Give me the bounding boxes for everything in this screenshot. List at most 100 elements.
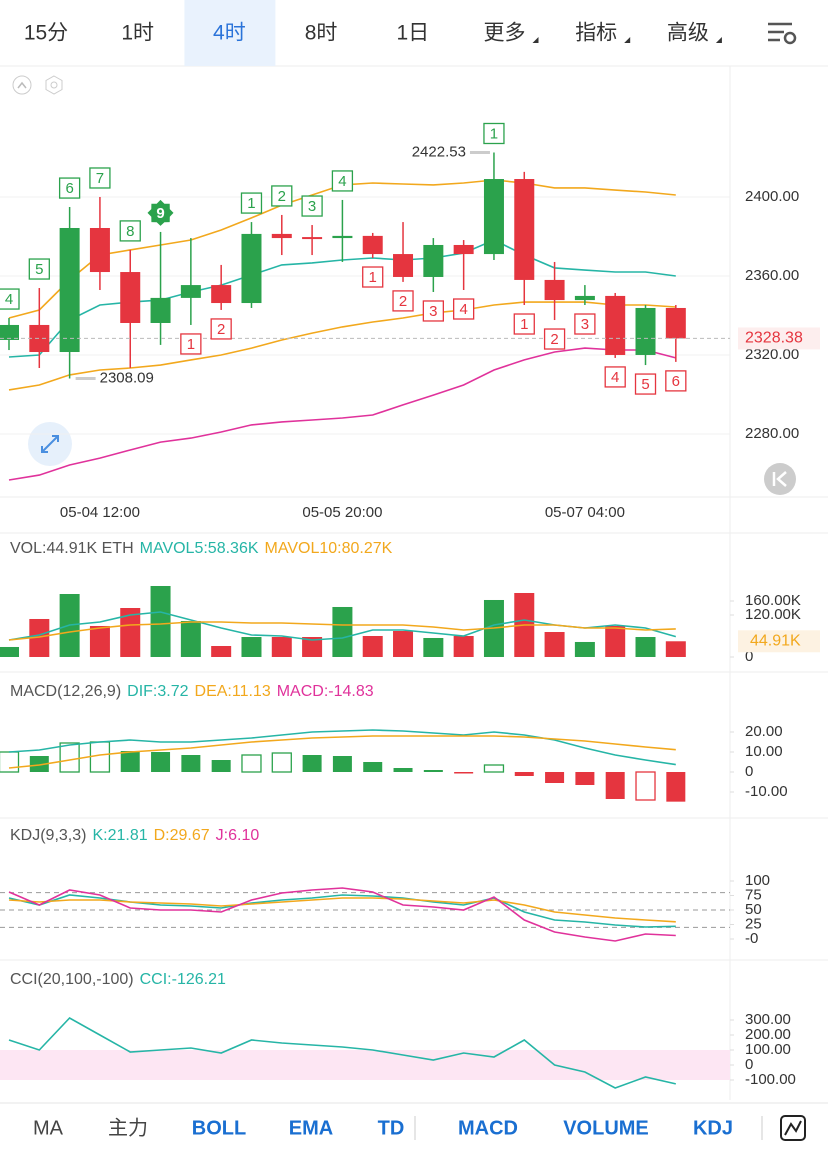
td-box [543,328,566,350]
tab[interactable]: 8时 [305,22,338,45]
indicator-tab[interactable]: 主力 [108,1116,148,1139]
indicator-line [8,1016,676,1089]
td-box [301,195,323,217]
tab[interactable]: 高级 [667,22,709,45]
reset-button[interactable] [764,463,796,495]
candle-body [180,285,201,298]
td-box [331,170,354,192]
td-box [28,258,50,280]
indicator-legend: KDJ(9,3,3) K:21.81 D:29.67 J:6.10 [10,827,259,844]
td-box [0,288,20,310]
indicator-line [8,887,676,942]
indicator-line [8,735,676,769]
indicator-tab[interactable]: MA [33,1117,64,1139]
td-count: 3 [429,303,437,320]
y-tick-label: 100 [745,872,770,889]
extreme-label: 2422.53 [412,143,466,160]
dropdown-caret [532,37,539,43]
td-box [574,313,596,335]
macd-bar [454,772,474,774]
legend-entry: J:6.10 [216,827,260,844]
candle-body [362,235,383,255]
td-count: 7 [96,170,104,187]
indicator-tab[interactable]: BOLL [192,1117,246,1139]
tab[interactable]: 4时 [213,22,246,45]
indicator-line [8,729,676,766]
candle-body [574,295,595,301]
volume-bar [635,637,656,657]
macd-bar [666,772,686,802]
volume-bar [0,646,19,657]
volume-bar [120,608,141,657]
td-count: 5 [641,376,649,393]
candle-body [120,272,141,323]
tab[interactable]: 1日 [396,22,429,45]
y-tick-label: 2320.00 [745,346,799,363]
indicator-line [8,301,676,391]
td-count: 6 [65,180,73,197]
cci-band [0,1050,730,1081]
candle-body [150,297,171,323]
volume-bar [332,606,353,657]
indicator-tab[interactable]: MACD [458,1117,518,1139]
indicator-line [8,621,676,641]
y-tick-label: 0 [745,648,753,665]
volume-bar [89,625,110,657]
tab[interactable]: 15分 [24,22,68,45]
settings-hex[interactable] [45,75,63,95]
settings-hex-dot [50,81,58,89]
volume-bar [180,620,201,657]
volume-bar [393,630,414,657]
macd-bar [302,755,322,772]
indicator-tab[interactable]: EMA [289,1117,333,1139]
last-volume-label: 44.91K [750,632,801,649]
last-price-label: 2328.38 [745,330,803,347]
td-count: 4 [459,301,467,318]
collapse-icon[interactable] [12,75,32,95]
volume-bar [302,637,323,657]
macd-bar [393,768,413,772]
td-count: 9 [156,205,164,222]
tab[interactable]: 指标 [575,22,617,45]
td-count: 1 [247,195,255,212]
indicator-tab[interactable]: KDJ [693,1117,733,1139]
legend-entry: KDJ(9,3,3) [10,827,86,844]
y-tick-label: 300.00 [745,1011,791,1028]
volume-bar [665,641,686,657]
draw-tool-icon[interactable] [780,1115,806,1141]
macd-bar [575,772,595,785]
y-tick-label: 0 [745,1056,753,1073]
indicator-legend: CCI(20,100,-100) CCI:-126.21 [10,971,226,988]
macd-bar [59,742,80,773]
y-tick-label: 2280.00 [745,425,799,442]
tab[interactable]: 1时 [121,22,154,45]
tab[interactable]: 更多 [484,22,526,45]
volume-bar [362,635,383,657]
y-tick-label: 120.00K [745,606,801,623]
td-box [452,298,475,320]
td-box [665,370,687,392]
td-count: 3 [308,198,316,215]
candle-body [665,307,686,339]
macd-bar [0,751,20,773]
candle-body [635,307,656,355]
macd-bar [151,752,171,772]
legend-entry: D:29.67 [154,827,210,844]
candle-body [89,227,110,273]
candle-body [544,279,565,301]
indicator-tab[interactable]: VOLUME [563,1117,649,1139]
settings-icon[interactable] [768,22,797,45]
candle-body [211,285,232,304]
macd-bar [89,741,111,773]
candle-body [332,235,353,239]
volume-bar [605,625,626,657]
x-tick-label: 05-05 20:00 [302,504,382,521]
td-box [240,192,263,214]
indicator-legend: MACD(12,26,9) DIF:3.72 DEA:11.13 MACD:-14.8… [10,683,374,700]
macd-bar [635,771,656,801]
indicator-tab[interactable]: TD [378,1117,405,1139]
x-tick-label: 05-07 04:00 [545,504,625,521]
y-tick-label: 100.00 [745,1041,791,1058]
expand-button[interactable] [28,422,72,466]
